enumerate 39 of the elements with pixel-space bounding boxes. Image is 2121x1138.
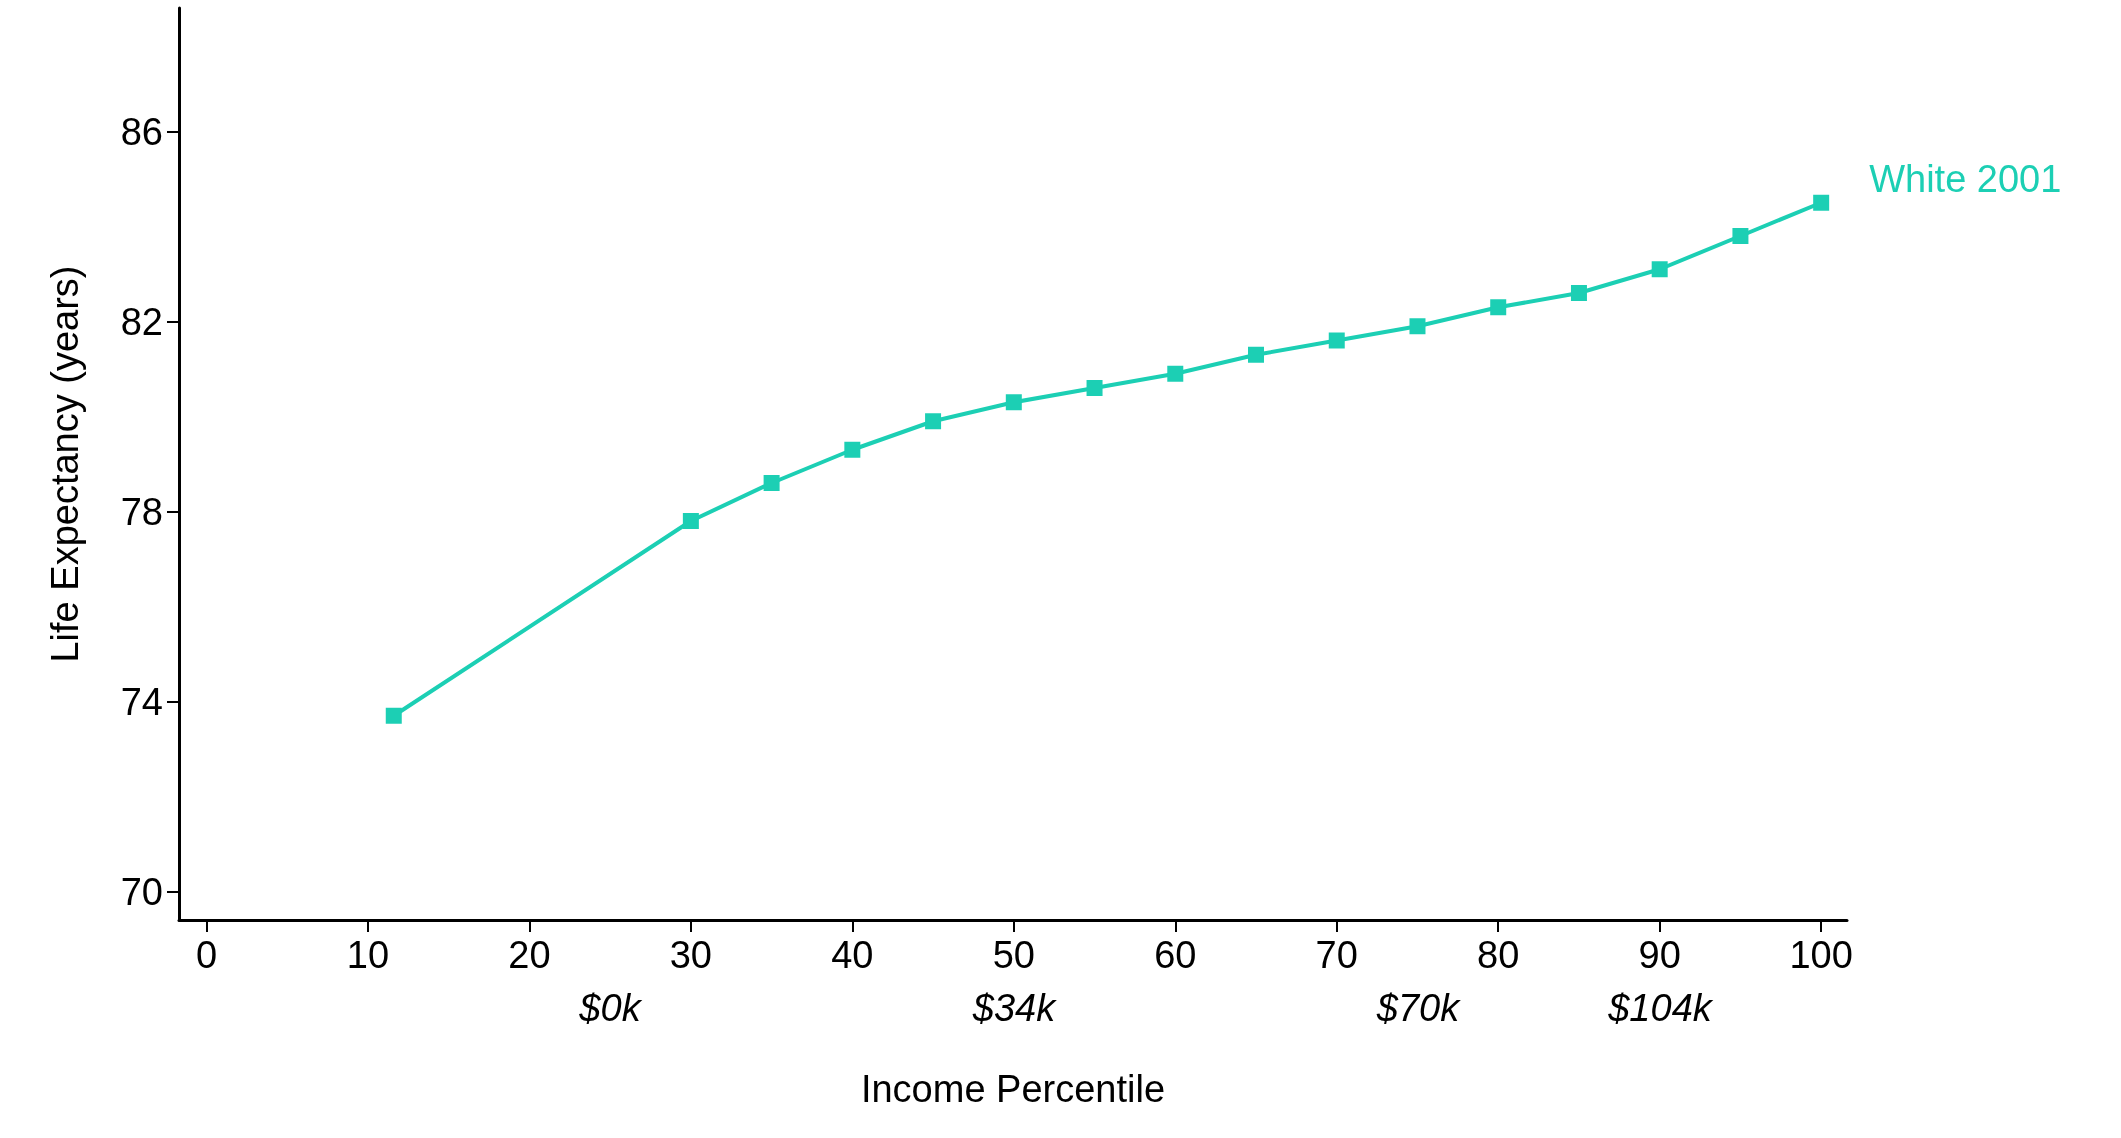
- point: [1248, 346, 1265, 363]
- y-tick-label: 86: [120, 110, 163, 153]
- x-tick-label: 80: [1477, 934, 1520, 976]
- point: [1005, 394, 1022, 411]
- point: [763, 475, 780, 491]
- text: $34k: [971, 987, 1058, 1029]
- x-tick-label: 0: [195, 934, 218, 976]
- point: [1409, 318, 1426, 335]
- point: [1490, 299, 1507, 316]
- point: [1570, 285, 1587, 301]
- point: [682, 513, 699, 529]
- y-axis-title: Life Expectancy (years): [44, 265, 86, 663]
- y-tick-label: 82: [120, 300, 163, 343]
- x-tick-label: 40: [831, 934, 874, 976]
- x-tick-label: 10: [346, 934, 390, 976]
- y-tick-label: 70: [120, 870, 163, 913]
- point: [844, 441, 861, 458]
- text: $104k: [1607, 987, 1714, 1029]
- y-tick-label: 74: [120, 680, 163, 723]
- x-tick-label: 30: [669, 934, 713, 976]
- text: $0k: [578, 987, 643, 1029]
- x-tick-label: 90: [1638, 934, 1681, 976]
- point: [1651, 261, 1668, 278]
- x-tick-label: 20: [508, 934, 551, 976]
- x-tick-label: 100: [1789, 934, 1853, 976]
- text: $70k: [1375, 987, 1462, 1029]
- point: [1732, 228, 1749, 244]
- point: [1086, 380, 1103, 396]
- x-tick-label: 70: [1315, 934, 1358, 976]
- point: [1813, 194, 1830, 211]
- point: [925, 413, 942, 430]
- x-tick-label: 60: [1154, 934, 1197, 976]
- point: [385, 707, 402, 724]
- x-tick-label: 50: [992, 934, 1035, 976]
- x-axis-title: Income Percentile: [860, 1068, 1166, 1110]
- y-tick-label: 78: [120, 490, 163, 533]
- point: [1167, 365, 1184, 382]
- point: [1328, 332, 1345, 349]
- series-label: White 2001: [1869, 157, 2062, 200]
